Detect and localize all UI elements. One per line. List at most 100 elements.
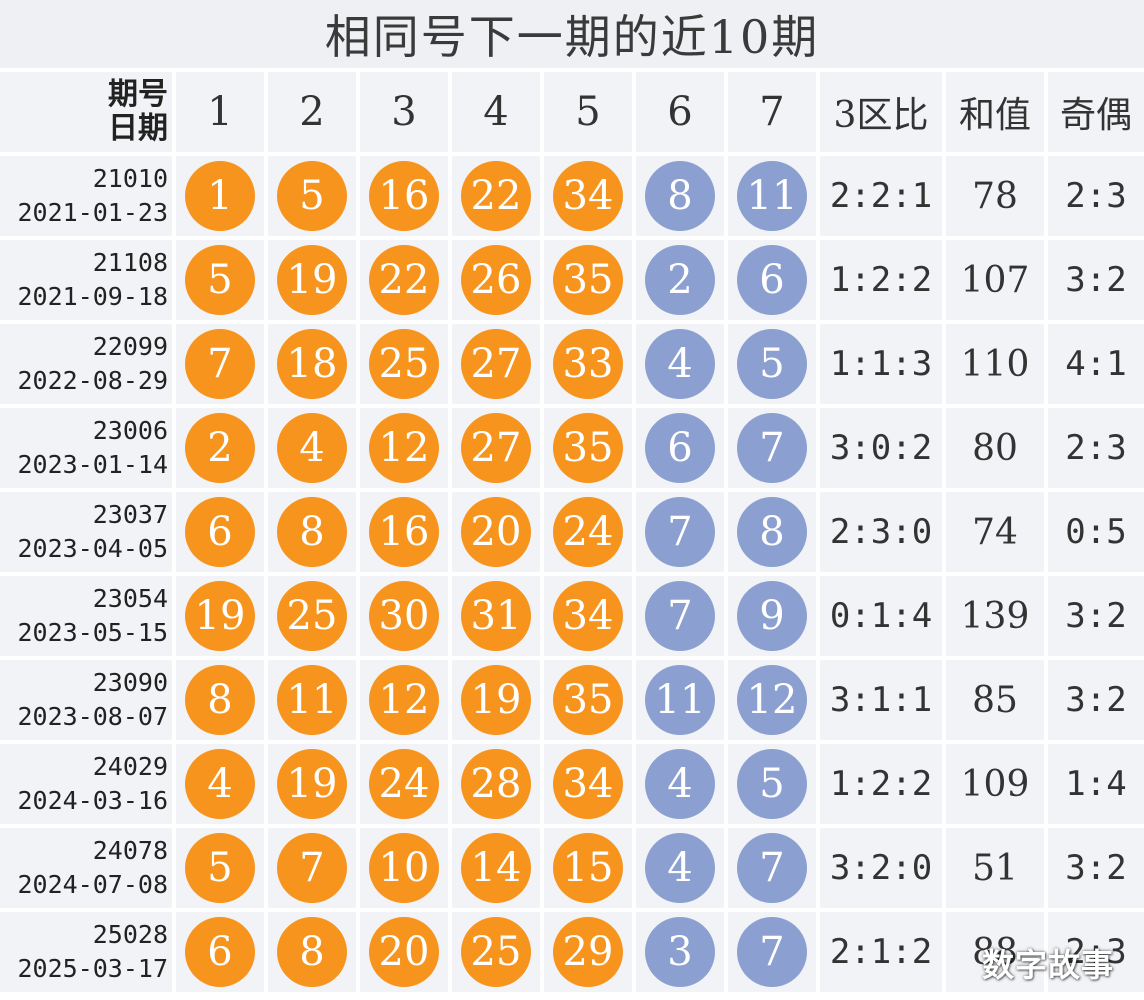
front-ball: 35 (553, 413, 623, 483)
back-ball: 7 (737, 413, 807, 483)
ball-cell: 24 (544, 492, 632, 572)
front-ball: 16 (369, 497, 439, 567)
back-ball: 11 (737, 161, 807, 231)
issue-date-cell: 25028 2025-03-17 (0, 912, 172, 992)
back-ball: 6 (645, 413, 715, 483)
zone-ratio-value: 2:3:0 (820, 492, 942, 572)
sum-value: 74 (946, 492, 1044, 572)
ball-cell: 4 (636, 744, 724, 824)
sum-value: 110 (946, 324, 1044, 404)
front-ball: 7 (185, 329, 255, 399)
front-ball: 12 (369, 665, 439, 735)
zone-ratio-value: 2:2:1 (820, 156, 942, 236)
front-ball: 27 (461, 413, 531, 483)
odd-even-value: 2:3 (1048, 408, 1144, 488)
issue-date-cell: 23037 2023-04-05 (0, 492, 172, 572)
zone-ratio-value: 2:1:2 (820, 912, 942, 992)
issue-number: 21010 (92, 164, 168, 193)
odd-even-value: 3:2 (1048, 576, 1144, 656)
odd-even-value: 2:3 (1048, 912, 1144, 992)
issue-date-cell: 22099 2022-08-29 (0, 324, 172, 404)
issue-number: 21108 (92, 248, 168, 277)
zone-ratio-value: 0:1:4 (820, 576, 942, 656)
issue-number: 23037 (92, 500, 168, 529)
front-ball: 19 (277, 245, 347, 315)
ball-cell: 25 (452, 912, 540, 992)
ball-cell: 31 (452, 576, 540, 656)
back-ball: 4 (645, 329, 715, 399)
issue-date-cell: 23054 2023-05-15 (0, 576, 172, 656)
front-ball: 12 (369, 413, 439, 483)
ball-cell: 5 (176, 240, 264, 320)
ball-cell: 9 (728, 576, 816, 656)
sum-value: 85 (946, 660, 1044, 740)
ball-cell: 10 (360, 828, 448, 908)
issue-number: 24029 (92, 752, 168, 781)
ball-cell: 14 (452, 828, 540, 908)
ball-cell: 12 (360, 408, 448, 488)
front-ball: 20 (461, 497, 531, 567)
front-ball: 29 (553, 917, 623, 987)
ball-cell: 35 (544, 660, 632, 740)
issue-date-cell: 21108 2021-09-18 (0, 240, 172, 320)
ball-cell: 12 (728, 660, 816, 740)
issue-date-cell: 23090 2023-08-07 (0, 660, 172, 740)
ball-cell: 19 (268, 240, 356, 320)
sum-value: 139 (946, 576, 1044, 656)
ball-cell: 34 (544, 576, 632, 656)
header-sum: 和值 (946, 72, 1044, 152)
zone-ratio-value: 3:0:2 (820, 408, 942, 488)
ball-cell: 26 (452, 240, 540, 320)
ball-cell: 7 (268, 828, 356, 908)
ball-cell: 7 (636, 576, 724, 656)
front-ball: 2 (185, 413, 255, 483)
front-ball: 10 (369, 833, 439, 903)
issue-number: 23006 (92, 416, 168, 445)
issue-number: 22099 (92, 332, 168, 361)
odd-even-value: 3:2 (1048, 660, 1144, 740)
issue-date-cell: 24029 2024-03-16 (0, 744, 172, 824)
zone-ratio-value: 3:2:0 (820, 828, 942, 908)
back-ball: 8 (737, 497, 807, 567)
ball-cell: 7 (728, 408, 816, 488)
front-ball: 33 (553, 329, 623, 399)
ball-cell: 19 (176, 576, 264, 656)
ball-cell: 34 (544, 156, 632, 236)
back-ball: 7 (645, 581, 715, 651)
header-ball-5: 5 (544, 72, 632, 152)
issue-number: 23090 (92, 668, 168, 697)
issue-number: 25028 (92, 920, 168, 949)
header-ball-7: 7 (728, 72, 816, 152)
zone-ratio-value: 1:2:2 (820, 744, 942, 824)
back-ball: 3 (645, 917, 715, 987)
front-ball: 20 (369, 917, 439, 987)
ball-cell: 12 (360, 660, 448, 740)
sum-value: 107 (946, 240, 1044, 320)
draw-date: 2022-08-29 (17, 366, 168, 395)
ball-cell: 8 (268, 492, 356, 572)
sum-value: 88 (946, 912, 1044, 992)
ball-cell: 25 (268, 576, 356, 656)
back-ball: 6 (737, 245, 807, 315)
back-ball: 7 (645, 497, 715, 567)
sum-value: 51 (946, 828, 1044, 908)
draw-date: 2023-01-14 (17, 450, 168, 479)
front-ball: 35 (553, 245, 623, 315)
header-ball-3: 3 (360, 72, 448, 152)
ball-cell: 11 (268, 660, 356, 740)
ball-cell: 8 (636, 156, 724, 236)
header-zone-ratio: 3区比 (820, 72, 942, 152)
back-ball: 5 (737, 749, 807, 819)
front-ball: 5 (185, 245, 255, 315)
ball-cell: 7 (728, 912, 816, 992)
front-ball: 22 (461, 161, 531, 231)
ball-cell: 6 (636, 408, 724, 488)
front-ball: 8 (277, 497, 347, 567)
ball-cell: 30 (360, 576, 448, 656)
ball-cell: 22 (452, 156, 540, 236)
front-ball: 8 (185, 665, 255, 735)
front-ball: 6 (185, 917, 255, 987)
ball-cell: 4 (636, 324, 724, 404)
front-ball: 5 (185, 833, 255, 903)
back-ball: 9 (737, 581, 807, 651)
